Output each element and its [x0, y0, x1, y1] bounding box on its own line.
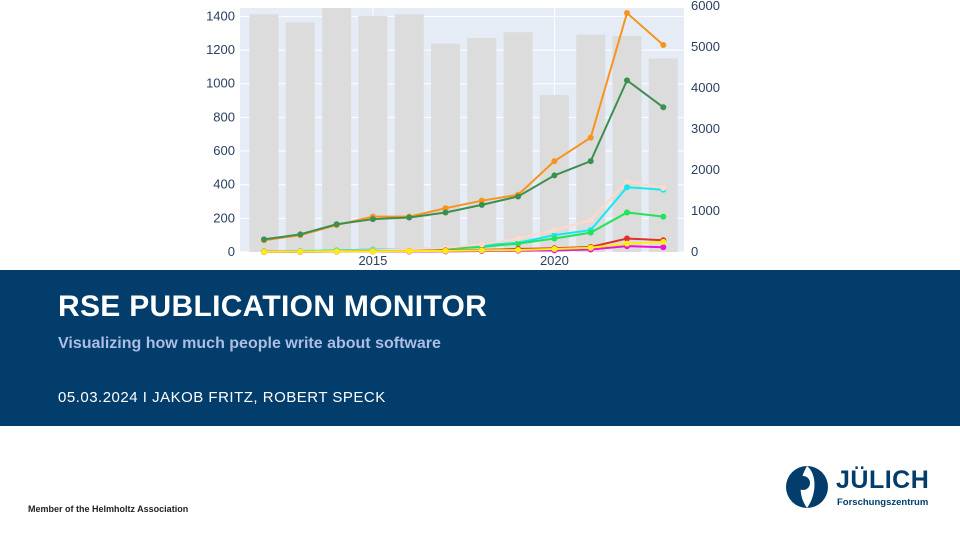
- point-pale-2019: [515, 235, 522, 242]
- point-green-2020: [551, 172, 558, 179]
- y-right-tick-label: 6000: [691, 0, 720, 13]
- point-orange-2022: [624, 10, 630, 17]
- point-orange-2020: [551, 158, 558, 165]
- point-pale-2022: [624, 178, 630, 185]
- point-green-2023: [660, 104, 667, 111]
- point-yellow-2013: [297, 248, 304, 255]
- bar-2022: [612, 35, 642, 253]
- x-tick-label: 2015: [358, 253, 387, 268]
- point-orange-2023: [660, 42, 667, 49]
- y-left-tick-label: 0: [228, 244, 235, 259]
- bar-2017: [431, 43, 460, 253]
- page-subtitle: Visualizing how much people write about …: [58, 335, 441, 352]
- series-line-green: [263, 78, 664, 241]
- point-orange-2021: [587, 134, 594, 141]
- point-yellow-2017: [442, 247, 449, 254]
- helmholtz-member-text: Member of the Helmholtz Association: [28, 504, 189, 514]
- point-red-2022: [624, 235, 630, 242]
- point-pale-2020: [551, 227, 558, 234]
- point-yellow-2019: [515, 246, 522, 253]
- point-yellow-2021: [587, 244, 594, 251]
- y-right-tick-label: 2000: [691, 162, 720, 177]
- y-left-tick-label: 1000: [206, 76, 235, 91]
- point-pale-2023: [660, 185, 667, 192]
- y-left-tick-label: 400: [213, 177, 235, 192]
- y-right-tick-label: 0: [691, 244, 698, 259]
- y-right-tick-label: 4000: [691, 80, 720, 95]
- bar-2013: [285, 22, 315, 253]
- series-line-yellow: [263, 240, 664, 253]
- juelich-logo-icon: [786, 466, 828, 508]
- bar-2012: [249, 14, 279, 252]
- point-yellow-2016: [406, 248, 413, 255]
- point-green-2014: [333, 221, 340, 228]
- y-left-tick-label: 600: [213, 143, 235, 158]
- bar-2019: [503, 32, 533, 252]
- point-green-2013: [297, 231, 304, 238]
- y-left-tick-label: 1200: [206, 42, 235, 57]
- x-tick-label: 2020: [540, 253, 569, 268]
- logo-subtitle: Forschungszentrum: [837, 497, 929, 508]
- point-lime-2023: [660, 213, 667, 220]
- point-yellow-2022: [624, 240, 630, 247]
- point-green-2018: [478, 201, 485, 208]
- bar-2018: [467, 37, 497, 253]
- juelich-logo: JÜLICH Forschungszentrum: [784, 464, 934, 510]
- bar-2023: [648, 58, 678, 252]
- point-orange-2018: [478, 197, 485, 204]
- point-lime-2019: [515, 240, 522, 247]
- point-yellow-2014: [333, 248, 340, 255]
- point-green-2019: [515, 193, 522, 200]
- y-right-tick-label: 3000: [691, 121, 720, 136]
- point-green-2021: [587, 158, 594, 165]
- y-left-tick-label: 1400: [206, 8, 235, 23]
- point-green-2016: [406, 214, 413, 221]
- point-cyan-2022: [624, 184, 630, 191]
- bar-2016: [394, 14, 424, 252]
- page-title: RSE PUBLICATION MONITOR: [58, 290, 488, 323]
- point-lime-2022: [624, 209, 630, 216]
- point-yellow-2020: [551, 245, 558, 252]
- point-yellow-2015: [369, 248, 376, 255]
- point-green-2012: [261, 236, 267, 243]
- y-right-tick-label: 5000: [691, 39, 720, 54]
- point-orange-2017: [442, 205, 449, 212]
- point-green-2015: [369, 216, 376, 223]
- bar-2014: [322, 8, 352, 252]
- y-left-tick-label: 800: [213, 109, 235, 124]
- title-banner: [0, 270, 960, 426]
- logo-name: JÜLICH: [836, 466, 930, 494]
- y-right-tick-label: 1000: [691, 203, 720, 218]
- point-lime-2020: [551, 235, 558, 242]
- point-green-2022: [624, 77, 630, 84]
- point-magenta-2023: [660, 244, 667, 251]
- point-lime-2021: [587, 229, 594, 236]
- bar-2015: [358, 15, 388, 253]
- date-authors: 05.03.2024 I JAKOB FRITZ, ROBERT SPECK: [58, 389, 386, 406]
- point-yellow-2012: [261, 248, 267, 255]
- point-yellow-2018: [478, 247, 485, 254]
- publication-chart: 0 200 400 600 800 1000 1200 1400 0 1000 2000 3000 40…: [206, 0, 720, 268]
- point-pale-2018: [478, 241, 485, 248]
- point-pale-2021: [587, 217, 594, 224]
- point-green-2017: [442, 209, 449, 216]
- y-left-tick-label: 200: [213, 210, 235, 225]
- point-yellow-2023: [660, 238, 667, 245]
